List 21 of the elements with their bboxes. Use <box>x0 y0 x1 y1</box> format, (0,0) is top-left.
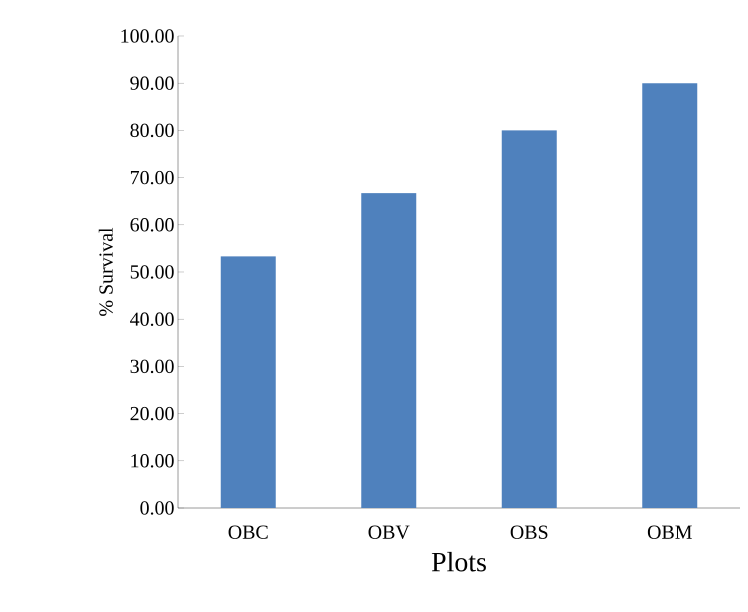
y-axis-title: % Survival <box>98 228 113 316</box>
y-tick-label: 40.00 <box>130 312 174 326</box>
x-tick-label: OBV <box>368 526 410 540</box>
bar <box>361 193 416 508</box>
y-tick-label: 20.00 <box>130 406 174 420</box>
y-tick-label: 30.00 <box>130 360 174 374</box>
y-tick-label: 50.00 <box>130 265 174 279</box>
x-tick-label: OBS <box>510 526 548 539</box>
y-tick-label: 10.00 <box>131 454 174 468</box>
y-tick-label: 100.00 <box>121 29 174 43</box>
y-tick-label: 90.00 <box>130 76 174 90</box>
bar <box>502 130 557 508</box>
y-tick-label: 70.00 <box>130 170 174 184</box>
x-axis-title: Plots <box>432 552 486 572</box>
bar <box>642 83 698 508</box>
bar <box>220 256 276 508</box>
x-tick-label: OBC <box>228 526 268 539</box>
y-tick-label: 60.00 <box>130 218 174 232</box>
x-tick-label: OBM <box>648 526 692 539</box>
y-tick-label: 0.00 <box>140 501 174 515</box>
y-tick-label: 80.00 <box>130 124 174 138</box>
